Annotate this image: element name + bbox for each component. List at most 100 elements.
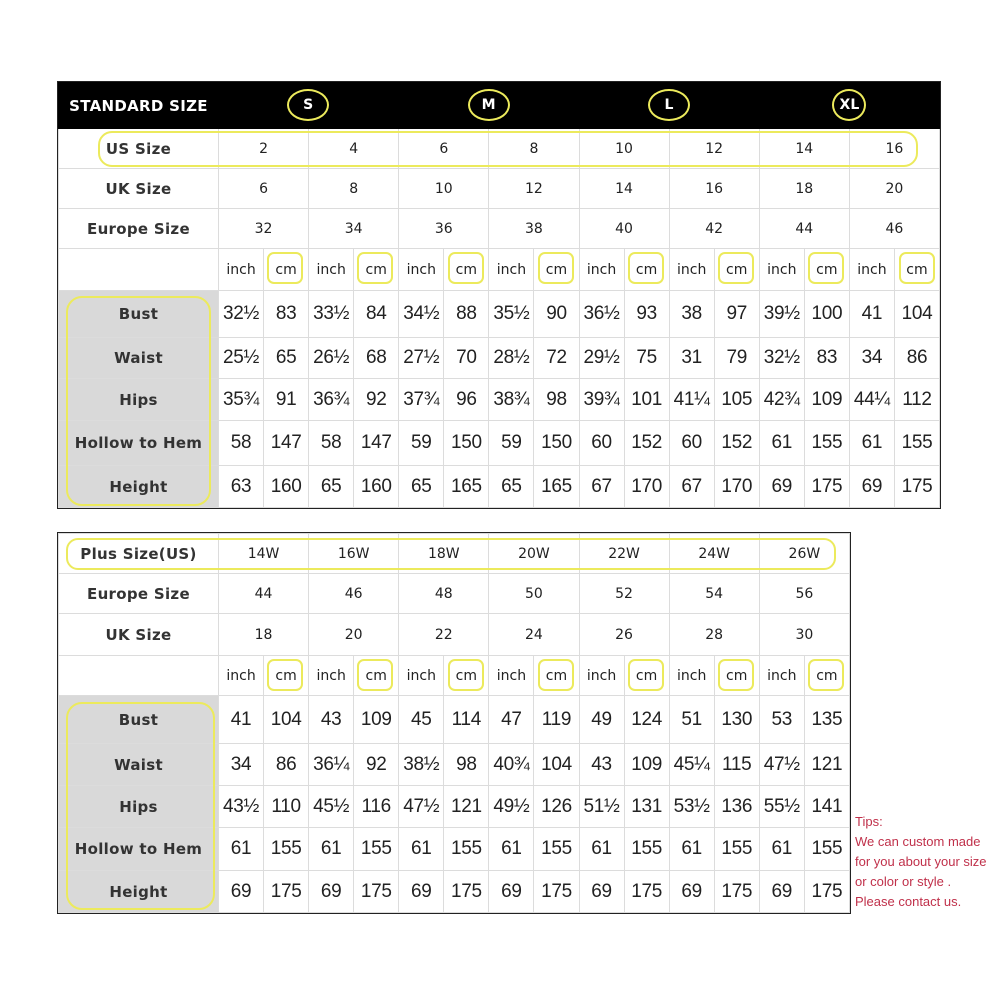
measure-value: 69: [758, 870, 805, 913]
size-value: 34: [308, 208, 400, 249]
tips-line: Please contact us.: [855, 894, 962, 909]
size-value: 44: [217, 573, 310, 614]
table-row: Hips 43½ 110 45½ 116 47½ 121 49½ 126 51½ 131 53½ 136…: [58, 785, 851, 828]
table-row: Hips 35¾ 91 36¾ 92 37¾ 96 38¾ 98 39¾ 101 41¼ 105 42¾ 1…: [58, 378, 941, 421]
measure-value: 84: [353, 290, 400, 338]
size-value: 36: [398, 208, 490, 249]
measure-value: 91: [263, 378, 310, 421]
measure-value: 39½: [758, 290, 805, 338]
table-row: Height 63 160 65 160 65 165 65 165 67 170 67 170 69 17…: [58, 465, 941, 508]
measure-value: 47: [488, 695, 535, 744]
size-value: 10: [578, 128, 670, 169]
table-row: UK Size 6 8 10 12 14 16 18 20: [58, 168, 941, 209]
measure-value: 175: [803, 465, 850, 508]
measure-value: 61: [488, 827, 535, 871]
measure-value: 175: [893, 465, 941, 508]
measure-label: Height: [58, 870, 219, 913]
measure-value: 69: [758, 465, 805, 508]
unit-inch: inch: [217, 655, 265, 696]
measure-value: 69: [308, 870, 355, 913]
table-row: inch cm inch cm inch cm inch cm inch cm inch cm inch…: [58, 248, 941, 291]
measure-value: 155: [803, 827, 851, 871]
measure-value: 31: [668, 337, 715, 379]
measure-value: 25½: [217, 337, 265, 379]
measure-value: 53½: [668, 785, 715, 828]
measure-value: 65: [308, 465, 355, 508]
measure-value: 75: [623, 337, 670, 379]
measure-value: 38: [668, 290, 715, 338]
measure-value: 41: [848, 290, 895, 338]
size-value: 46: [848, 208, 941, 249]
measure-value: 97: [713, 290, 760, 338]
size-value: 30: [758, 613, 851, 656]
size-value: 20: [848, 168, 941, 209]
measure-value: 100: [803, 290, 850, 338]
measure-value: 155: [623, 827, 670, 871]
unit-cm: cm: [713, 248, 760, 291]
measure-value: 43: [308, 695, 355, 744]
measure-value: 130: [713, 695, 760, 744]
size-value: 24W: [668, 533, 760, 574]
measure-value: 155: [533, 827, 580, 871]
measure-value: 155: [713, 827, 760, 871]
unit-cm: cm: [713, 655, 760, 696]
table-row: UK Size 18 20 22 24 26 28 30: [58, 613, 851, 656]
measure-value: 61: [308, 827, 355, 871]
measure-value: 141: [803, 785, 851, 828]
size-value: 4: [308, 128, 400, 169]
measure-value: 98: [533, 378, 580, 421]
measure-value: 160: [353, 465, 400, 508]
measure-value: 61: [668, 827, 715, 871]
measure-value: 69: [398, 870, 445, 913]
measure-value: 126: [533, 785, 580, 828]
measure-value: 61: [758, 827, 805, 871]
row-label: Plus Size(US): [58, 533, 219, 574]
measure-value: 69: [848, 465, 895, 508]
measure-value: 45: [398, 695, 445, 744]
measure-value: 104: [893, 290, 941, 338]
table-row: Height 69 175 69 175 69 175 69 175 69 175 69 175 69 17…: [58, 870, 851, 913]
measure-value: 55½: [758, 785, 805, 828]
table-row: Plus Size(US) 14W 16W 18W 20W 22W 24W 26W: [58, 533, 851, 574]
measure-value: 175: [263, 870, 310, 913]
unit-cm: cm: [623, 655, 670, 696]
measure-value: 175: [623, 870, 670, 913]
unit-inch: inch: [217, 248, 265, 291]
row-label: UK Size: [58, 168, 219, 209]
measure-value: 83: [263, 290, 310, 338]
size-value: 22W: [578, 533, 670, 574]
measure-value: 135: [803, 695, 851, 744]
size-value: 38: [488, 208, 580, 249]
unit-inch: inch: [308, 248, 355, 291]
size-value: 24: [488, 613, 580, 656]
measure-value: 36¾: [308, 378, 355, 421]
measure-value: 155: [263, 827, 310, 871]
measure-value: 65: [263, 337, 310, 379]
size-value: 12: [488, 168, 580, 209]
measure-value: 53: [758, 695, 805, 744]
unit-inch: inch: [668, 248, 715, 291]
measure-value: 152: [713, 420, 760, 466]
measure-value: 42¾: [758, 378, 805, 421]
size-value: 48: [398, 573, 490, 614]
measure-value: 41¼: [668, 378, 715, 421]
measure-value: 175: [353, 870, 400, 913]
size-value: 8: [308, 168, 400, 209]
measure-value: 70: [443, 337, 490, 379]
measure-value: 115: [713, 743, 760, 786]
measure-value: 72: [533, 337, 580, 379]
measure-value: 38½: [398, 743, 445, 786]
size-letter-badge: XL: [832, 89, 867, 121]
tips-line: or color or style .: [855, 874, 952, 889]
measure-value: 36½: [578, 290, 625, 338]
measure-value: 60: [578, 420, 625, 466]
measure-value: 27½: [398, 337, 445, 379]
measure-value: 155: [803, 420, 850, 466]
measure-value: 61: [398, 827, 445, 871]
measure-value: 61: [217, 827, 265, 871]
unit-inch: inch: [758, 248, 805, 291]
size-value: 16: [668, 168, 760, 209]
measure-value: 160: [263, 465, 310, 508]
measure-value: 104: [263, 695, 310, 744]
measure-value: 175: [533, 870, 580, 913]
